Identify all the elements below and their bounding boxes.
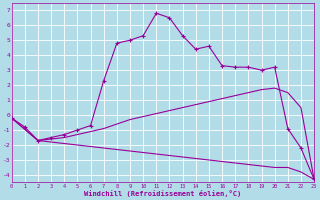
X-axis label: Windchill (Refroidissement éolien,°C): Windchill (Refroidissement éolien,°C)	[84, 190, 242, 197]
